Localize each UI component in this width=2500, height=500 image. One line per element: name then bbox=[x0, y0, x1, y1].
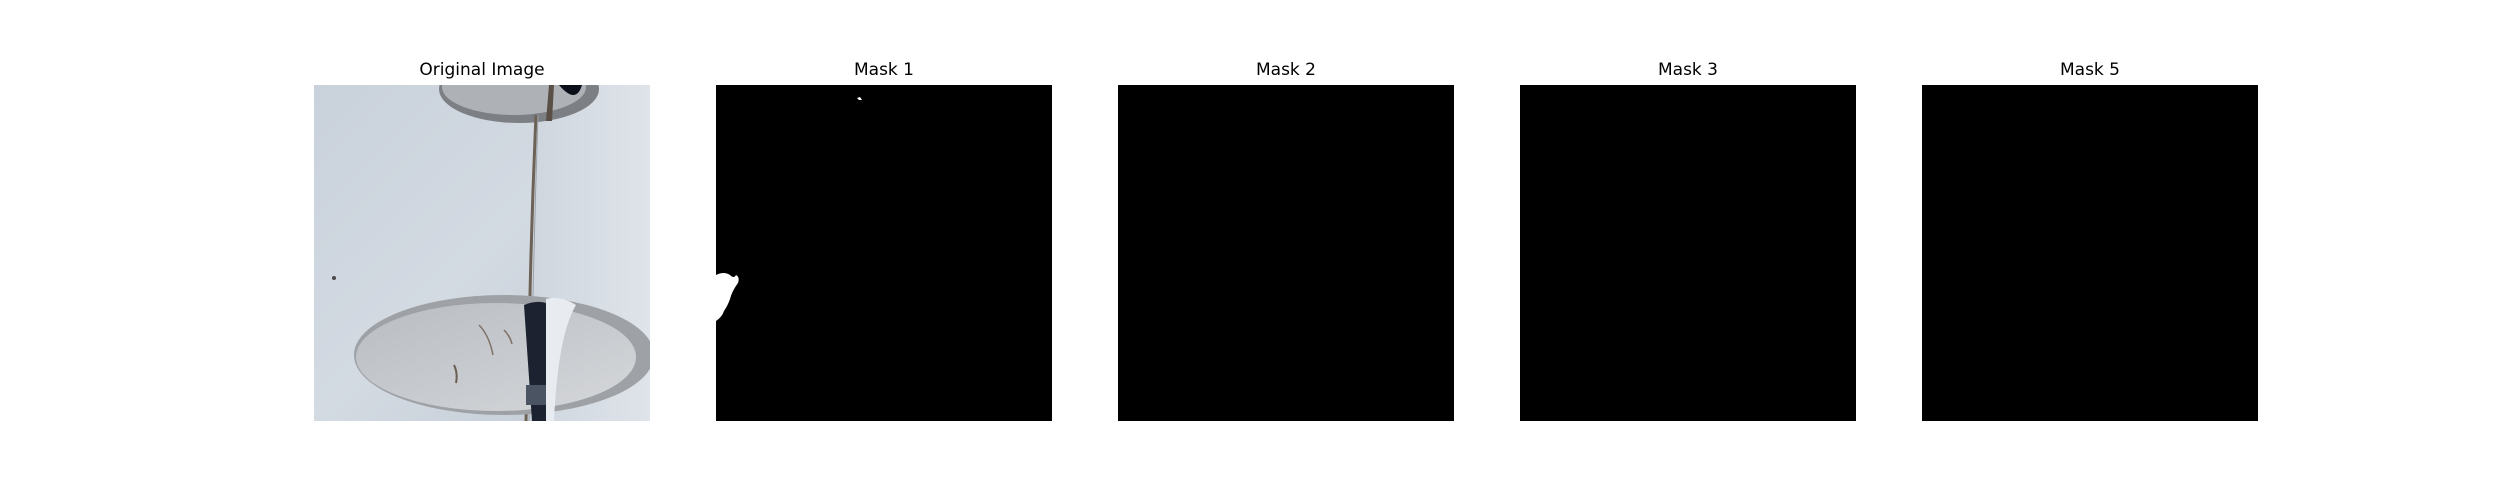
mask-2-image bbox=[1118, 85, 1454, 421]
mask-3-panel: Mask 3 bbox=[1520, 0, 1856, 500]
mask-1-speck bbox=[857, 97, 862, 100]
mask-2-title: Mask 2 bbox=[1255, 60, 1316, 80]
mask-1-image bbox=[716, 85, 1052, 421]
original-image-title: Original Image bbox=[419, 60, 545, 80]
mask-5-title: Mask 5 bbox=[2059, 60, 2120, 80]
mask-2-panel: Mask 2 bbox=[1118, 0, 1454, 500]
mask-3-title: Mask 3 bbox=[1657, 60, 1718, 80]
mask-1-blob bbox=[716, 273, 739, 321]
original-image bbox=[314, 85, 650, 421]
original-image-panel: Original Image bbox=[314, 0, 650, 500]
mask-1-title: Mask 1 bbox=[853, 60, 914, 80]
mask-3-image bbox=[1520, 85, 1856, 421]
mask-5-image bbox=[1922, 85, 2258, 421]
mask-5-panel: Mask 5 bbox=[1922, 0, 2258, 500]
mask-1-panel: Mask 1 bbox=[716, 0, 1052, 500]
